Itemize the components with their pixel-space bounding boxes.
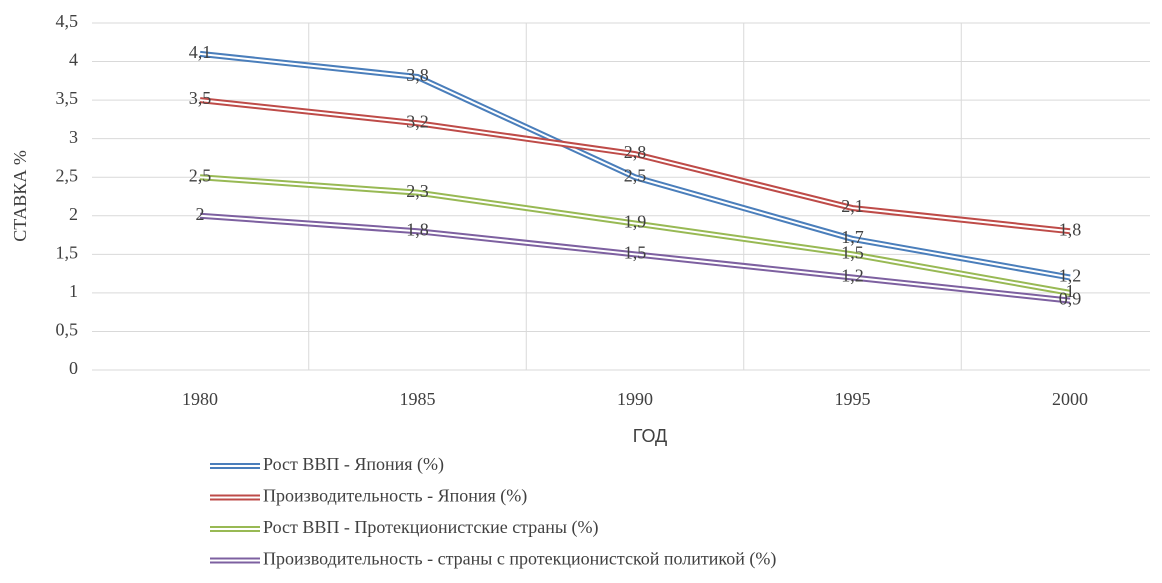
- series-line-inner: [199, 52, 1071, 279]
- x-tick-label: 2000: [1052, 389, 1088, 409]
- data-label: 3,5: [189, 88, 212, 108]
- data-label: 1,2: [1059, 266, 1082, 286]
- series-line-inner: [199, 214, 1071, 302]
- y-tick-label: 2,5: [56, 165, 79, 185]
- legend-label: Рост ВВП - Протекционистские страны (%): [263, 517, 598, 538]
- y-tick-label: 4: [69, 50, 78, 70]
- legend-label: Производительность - страны с протекцион…: [263, 549, 776, 570]
- y-tick-label: 3: [69, 127, 78, 147]
- series-line: [199, 174, 1071, 296]
- series-line-inner: [199, 99, 1071, 233]
- data-label: 3,2: [406, 111, 429, 131]
- y-axis-title: СТАВКА %: [10, 150, 30, 242]
- data-label: 1,9: [624, 212, 647, 232]
- data-label: 1,8: [1059, 219, 1082, 239]
- data-label: 2,1: [841, 196, 864, 216]
- data-label: 0,9: [1059, 289, 1082, 309]
- data-label: 1,5: [841, 242, 864, 262]
- legend-label: Рост ВВП - Япония (%): [263, 454, 444, 475]
- data-label: 2: [196, 204, 205, 224]
- data-label: 1,8: [406, 219, 429, 239]
- data-label: 1,2: [841, 266, 864, 286]
- data-label: 3,8: [406, 65, 429, 85]
- x-tick-label: 1990: [617, 389, 653, 409]
- data-label: 2,5: [624, 165, 647, 185]
- series-line-inner: [199, 176, 1071, 294]
- x-tick-label: 1980: [182, 389, 218, 409]
- data-label: 2,3: [406, 181, 429, 201]
- y-tick-label: 0,5: [56, 320, 79, 340]
- y-tick-label: 0: [69, 358, 78, 378]
- y-tick-label: 2: [69, 204, 78, 224]
- x-tick-label: 1985: [400, 389, 436, 409]
- data-label: 2,5: [189, 165, 212, 185]
- data-label: 1,7: [841, 227, 864, 247]
- data-label: 1: [1066, 281, 1075, 301]
- legend-label: Производительность - Япония (%): [263, 486, 527, 507]
- y-tick-label: 1: [69, 281, 78, 301]
- data-label: 2,8: [624, 142, 647, 162]
- y-tick-label: 3,5: [56, 88, 79, 108]
- x-axis-title: ГОД: [633, 426, 668, 446]
- data-label: 4,1: [189, 42, 212, 62]
- y-tick-label: 4,5: [56, 11, 79, 31]
- y-tick-label: 1,5: [56, 242, 79, 262]
- data-label: 1,5: [624, 242, 647, 262]
- x-tick-label: 1995: [835, 389, 871, 409]
